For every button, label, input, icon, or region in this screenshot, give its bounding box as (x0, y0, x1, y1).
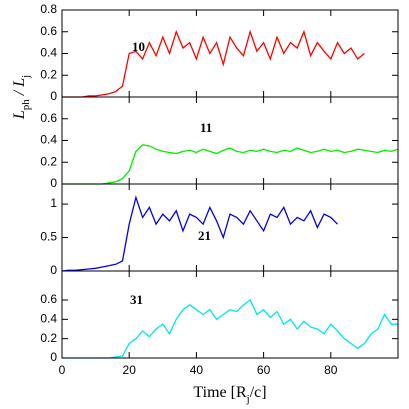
y-tick-label: 0.2 (40, 67, 57, 81)
data-line (61, 195, 338, 272)
y-tick-label: 0.5 (40, 230, 57, 244)
data-line (62, 299, 398, 359)
y-axis-label-part: / L (11, 78, 28, 99)
x-tick-label: 60 (257, 363, 271, 377)
y-tick-label: 0 (50, 176, 57, 190)
y-tick-label: 0.2 (40, 154, 57, 168)
y-tick-label: 0.6 (40, 292, 57, 306)
annotation: 10 (132, 39, 145, 54)
x-axis-label-part: Time [R (193, 384, 247, 401)
y-axis-label-part: ph (20, 99, 32, 111)
panel-frame (61, 183, 399, 272)
y-tick-label: 0.4 (40, 46, 57, 60)
x-axis-label-part: j (246, 393, 250, 405)
annotation: 31 (130, 292, 143, 307)
y-axis-label-part: L (11, 110, 28, 120)
panel-frame (61, 9, 399, 98)
y-tick-label: 1 (50, 196, 57, 210)
y-tick-label: 0 (50, 263, 57, 277)
y-tick-label: 0.2 (40, 331, 57, 345)
y-tick-label: 0 (50, 350, 57, 364)
y-tick-label: 0 (50, 89, 57, 103)
x-tick-label: 20 (123, 363, 137, 377)
x-tick-label: 0 (59, 363, 66, 377)
y-tick-label: 0.6 (40, 111, 57, 125)
data-line (62, 144, 399, 185)
panel-frame (61, 96, 399, 185)
y-tick-label: 0.4 (40, 133, 57, 147)
x-axis-label: Time [Rj/c] (193, 384, 266, 405)
y-axis-label-part: j (20, 75, 32, 79)
x-tick-label: 80 (324, 363, 338, 377)
x-axis-label-part: /c] (250, 384, 267, 401)
data-line (62, 29, 365, 98)
y-tick-label: 0.4 (40, 312, 57, 326)
y-axis-label: Lph / Lj (11, 75, 32, 120)
panel-frame (61, 270, 399, 359)
y-tick-label: 0.6 (40, 24, 57, 38)
annotation: 11 (200, 120, 212, 135)
y-tick-label: 0.8 (40, 2, 57, 16)
annotation: 21 (198, 228, 211, 243)
x-tick-label: 40 (190, 363, 204, 377)
